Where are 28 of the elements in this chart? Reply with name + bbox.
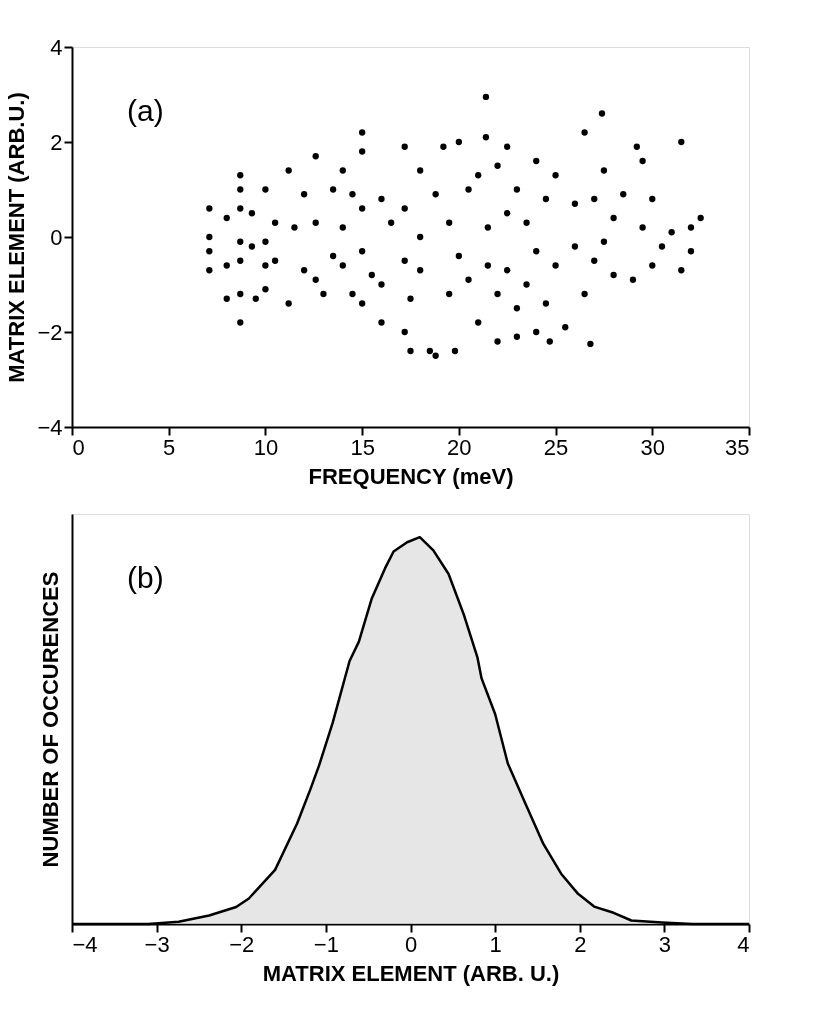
x-tick-label: 2	[574, 931, 587, 957]
x-tick-label: −2	[229, 931, 255, 957]
x-tick-label: 1	[489, 931, 502, 957]
x-tick-label: 5	[163, 434, 176, 460]
x-tick-label: 3	[658, 931, 671, 957]
x-tick-label: −4	[72, 931, 98, 957]
x-tick-label: 0	[404, 931, 418, 957]
y-axis-title: NUMBER OF OCCURENCES	[37, 571, 63, 868]
x-tick-label: −3	[144, 931, 170, 957]
y-tick-label: −4	[37, 414, 63, 440]
y-axis-title: MATRIX ELEMENT (ARB.U.)	[4, 92, 30, 383]
x-tick-label: −1	[313, 931, 339, 957]
y-tick-label: 2	[50, 129, 63, 155]
annotation: (a)	[127, 94, 164, 127]
x-axis-title: MATRIX ELEMENT (ARB. U.)	[262, 960, 560, 986]
x-tick-label: 0	[72, 434, 85, 460]
y-tick-label: 4	[50, 34, 63, 60]
y-tick-label: 0	[50, 224, 63, 250]
x-tick-label: 20	[447, 434, 472, 460]
annotation: (b)	[127, 561, 164, 594]
x-axis-title: FREQUENCY (meV)	[308, 463, 514, 489]
x-tick-label: 15	[350, 434, 375, 460]
y-tick-label: −2	[37, 319, 63, 345]
x-tick-label: 30	[640, 434, 666, 460]
x-tick-label: 4	[737, 931, 750, 957]
x-tick-label: 10	[253, 434, 279, 460]
x-tick-label: 35	[725, 434, 750, 460]
x-tick-label: 25	[543, 434, 569, 460]
